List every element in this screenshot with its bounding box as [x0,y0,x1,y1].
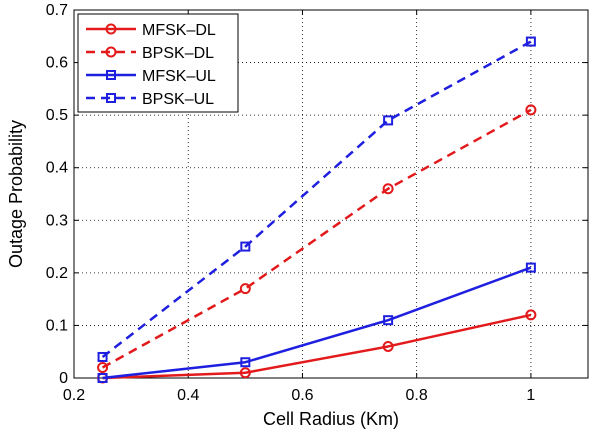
data-point [525,262,536,273]
data-point [240,241,251,252]
y-tick-label: 0.7 [46,2,68,19]
data-point [525,309,537,321]
legend-label: MFSK–UL [142,68,216,85]
series-bpsk-ul [97,36,536,362]
y-axis-label: Outage Probability [6,120,26,268]
data-point [239,367,251,379]
series-line [101,40,532,358]
legend-swatch-marker [106,93,116,103]
data-point [239,283,251,295]
ticks: 0.2 0.4 0.6 0.8 1 0 0.1 0.2 0.3 0.4 0.5 0.6 0.7 [46,2,588,404]
data-point [97,361,109,373]
series-mfsk-ul [97,262,536,383]
data-point [525,104,537,116]
x-axis-label: Cell Radius (Km) [263,409,399,429]
legend-label: BPSK–DL [142,45,214,62]
series-line [101,108,532,369]
legend-swatch-marker [105,23,117,35]
x-tick-label: 1 [526,387,535,404]
y-tick-label: 0.5 [46,107,68,124]
series-bpsk-dl [97,104,537,373]
data-point [97,373,108,383]
legend-swatch-marker [105,46,117,58]
data-point [383,115,394,126]
legend-item: BPSK–DL [86,45,214,62]
data-point [383,315,394,326]
legend-item: BPSK–UL [86,91,214,108]
y-tick-label: 0.1 [46,317,68,334]
legend-swatch-marker [106,70,116,80]
data-point [382,183,394,195]
y-tick-label: 0.2 [46,265,68,282]
x-tick-label: 0.4 [177,387,199,404]
grid [74,10,588,378]
data-point [97,351,108,362]
legend-label: MFSK–DL [142,22,216,39]
x-tick-label: 0.2 [63,387,85,404]
legend-item: MFSK–UL [86,68,216,85]
legend-item: MFSK–DL [86,22,216,39]
plot-border [73,9,589,379]
x-tick-label: 0.8 [406,387,428,404]
y-tick-label: 0 [59,370,68,387]
data-point [382,340,394,352]
y-tick-label: 0.3 [46,212,68,229]
series-line [102,313,532,380]
data-point [525,36,536,47]
series-line [102,266,532,380]
legend-box [77,13,239,113]
legend: MFSK–DL BPSK–DL MFSK–UL BPSK–UL [77,13,239,113]
legend-label: BPSK–UL [142,91,214,108]
data-point [240,357,251,368]
x-tick-label: 0.6 [291,387,313,404]
y-tick-label: 0.4 [46,160,68,177]
y-tick-label: 0.6 [46,55,68,72]
series [97,36,537,384]
